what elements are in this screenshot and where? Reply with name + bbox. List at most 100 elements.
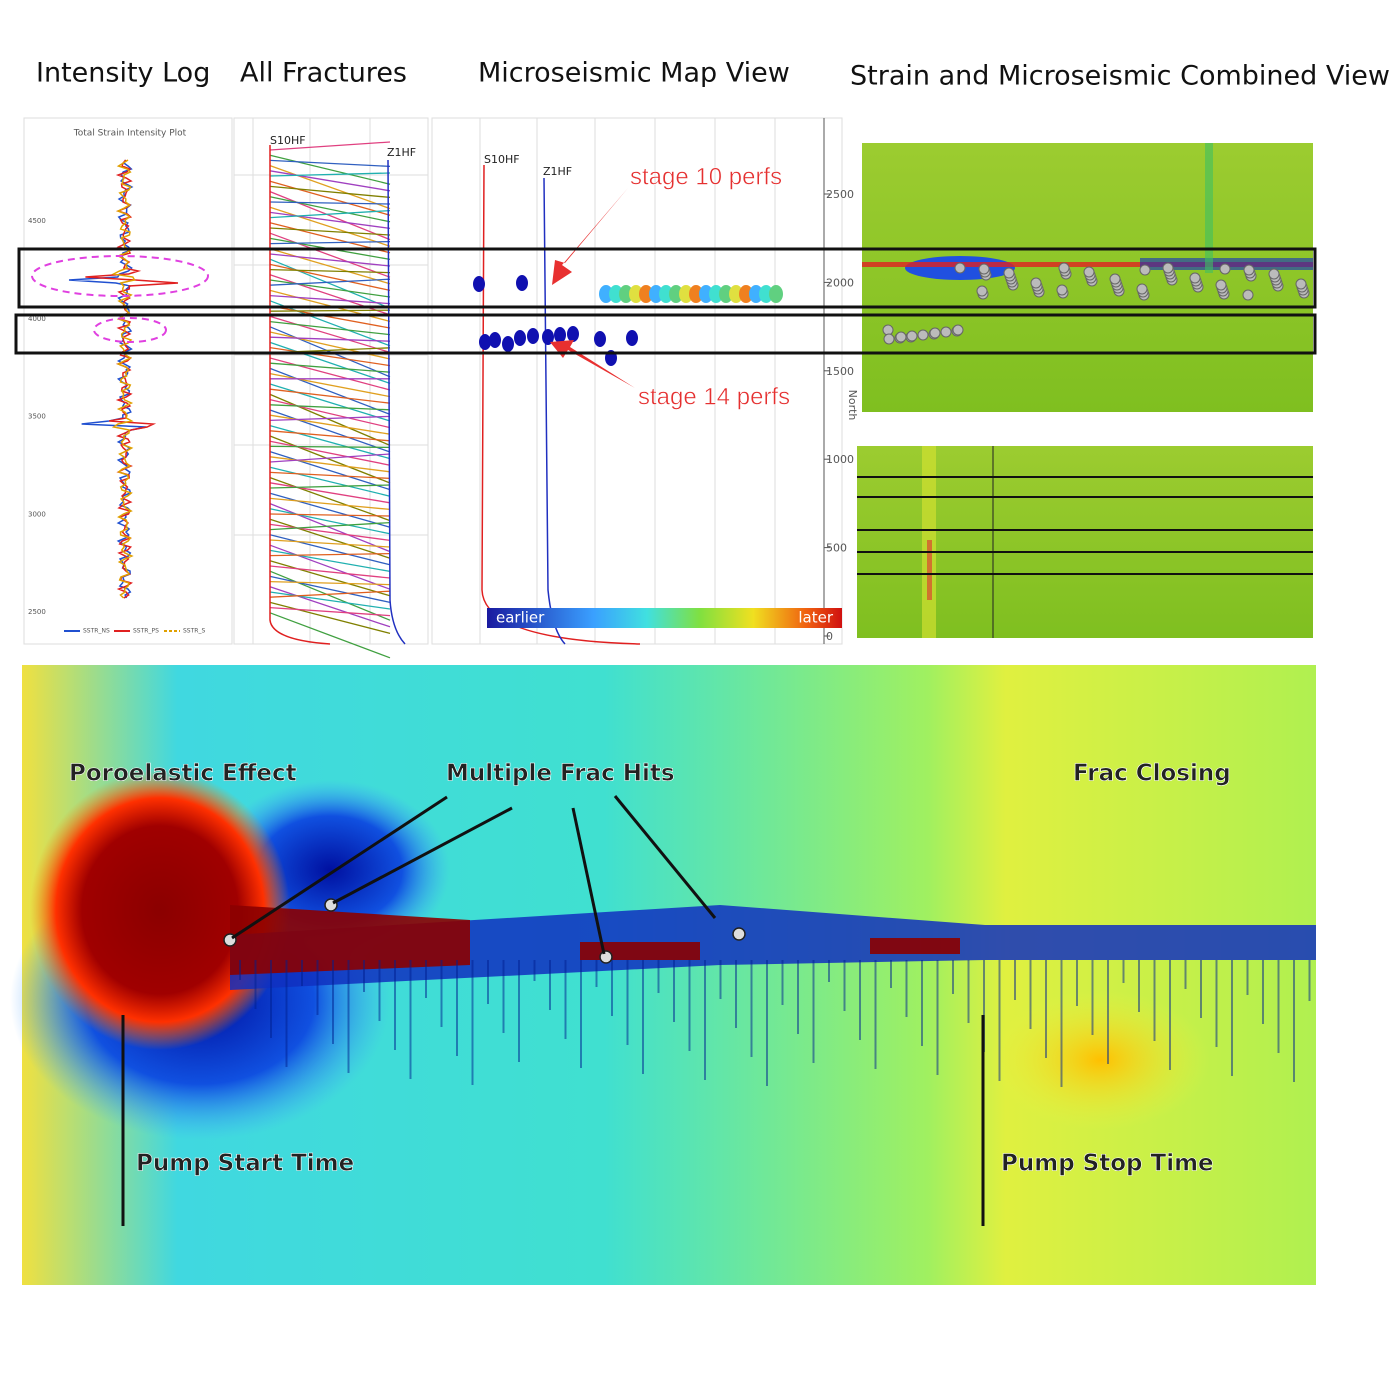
event bbox=[689, 285, 703, 303]
fracture bbox=[269, 590, 391, 598]
fracture bbox=[269, 521, 391, 531]
fracture bbox=[269, 492, 391, 528]
fracture bbox=[269, 484, 391, 489]
event bbox=[917, 329, 929, 341]
event bbox=[649, 285, 663, 303]
fracture bbox=[269, 209, 391, 219]
well-label: Z1HF bbox=[387, 146, 416, 159]
fracture bbox=[269, 258, 391, 309]
annotation: Frac Closing bbox=[1073, 761, 1231, 787]
colorbar-label: earlier bbox=[496, 609, 545, 627]
heading: All Fractures bbox=[240, 58, 407, 89]
event bbox=[739, 285, 753, 303]
event bbox=[1139, 264, 1151, 276]
strain-band bbox=[230, 905, 1316, 990]
log-panel bbox=[23, 117, 233, 645]
fracture bbox=[269, 305, 391, 329]
fracture bbox=[269, 320, 391, 336]
fracture bbox=[269, 164, 391, 210]
event bbox=[729, 285, 743, 303]
arrow bbox=[550, 340, 635, 388]
fracture bbox=[269, 430, 391, 442]
event bbox=[1189, 272, 1201, 284]
log-traces bbox=[68, 159, 179, 599]
fracture bbox=[269, 586, 391, 628]
fracture bbox=[269, 497, 391, 511]
annotation: Pump Stop Time bbox=[1001, 1151, 1214, 1177]
well-label: S10HF bbox=[484, 153, 520, 166]
well-label: S10HF bbox=[270, 134, 306, 147]
fracture bbox=[269, 534, 391, 566]
y-tick-label: 2500 bbox=[826, 188, 854, 201]
event bbox=[502, 336, 514, 352]
fracture bbox=[269, 450, 391, 491]
event bbox=[1083, 266, 1095, 278]
heading: Strain and Microseismic Combined View bbox=[850, 61, 1390, 92]
event bbox=[759, 285, 773, 303]
y-tick-label: 4500 bbox=[28, 217, 46, 225]
event bbox=[1295, 278, 1307, 290]
event bbox=[1242, 289, 1254, 301]
y-tick-label: 500 bbox=[826, 542, 847, 555]
event bbox=[554, 327, 566, 343]
well bbox=[387, 159, 406, 645]
fracture-lines bbox=[269, 141, 391, 659]
fracture bbox=[269, 409, 391, 453]
fracture bbox=[269, 294, 391, 305]
colorbar bbox=[487, 608, 842, 628]
event bbox=[940, 326, 952, 338]
annotation: Poroelastic Effect bbox=[69, 761, 297, 787]
legend: SSTR_PS bbox=[133, 628, 159, 635]
event bbox=[954, 262, 966, 274]
fracture bbox=[269, 513, 391, 517]
fracture bbox=[269, 580, 391, 586]
event bbox=[479, 334, 491, 350]
highlight bbox=[93, 317, 167, 343]
fracture bbox=[269, 268, 391, 274]
event bbox=[527, 328, 539, 344]
fracture bbox=[269, 560, 391, 597]
event bbox=[929, 327, 941, 339]
event bbox=[952, 324, 964, 336]
stage-lines bbox=[857, 476, 1313, 575]
event bbox=[883, 333, 895, 345]
y-tick-label: 1500 bbox=[826, 365, 854, 378]
stage-box bbox=[14, 313, 1317, 355]
fracture bbox=[269, 591, 391, 610]
colorbar-label: later bbox=[798, 609, 833, 627]
stage-box bbox=[17, 247, 1317, 309]
fracture bbox=[269, 154, 391, 185]
fracture bbox=[269, 185, 391, 199]
fracture bbox=[269, 180, 391, 216]
fracture bbox=[269, 393, 391, 446]
y-tick-label: 3500 bbox=[28, 413, 46, 421]
annotation: stage 14 perfs bbox=[638, 383, 790, 410]
event bbox=[895, 331, 907, 343]
event bbox=[719, 285, 733, 303]
fracture bbox=[269, 141, 391, 151]
fracture bbox=[269, 383, 391, 422]
annotation: stage 10 perfs bbox=[630, 163, 782, 190]
event bbox=[639, 285, 653, 303]
map-panel bbox=[431, 117, 843, 645]
event bbox=[516, 275, 528, 291]
event bbox=[1162, 262, 1174, 274]
log-trace bbox=[68, 159, 147, 599]
fracture bbox=[269, 539, 391, 548]
fracture bbox=[269, 309, 391, 312]
y-tick-label: 2500 bbox=[28, 608, 46, 616]
event bbox=[1030, 277, 1042, 289]
fracture bbox=[269, 544, 391, 590]
event bbox=[1243, 264, 1255, 276]
event bbox=[473, 276, 485, 292]
y-tick-label: 1000 bbox=[826, 453, 854, 466]
fracture bbox=[269, 435, 391, 484]
fracture bbox=[269, 398, 391, 429]
well-label: Z1HF bbox=[543, 165, 572, 178]
event bbox=[609, 285, 623, 303]
annotation: Pump Start Time bbox=[136, 1151, 354, 1177]
event bbox=[619, 285, 633, 303]
legend: SSTR_NS bbox=[83, 628, 110, 635]
event bbox=[906, 330, 918, 342]
y-tick-label: 4000 bbox=[28, 315, 46, 323]
